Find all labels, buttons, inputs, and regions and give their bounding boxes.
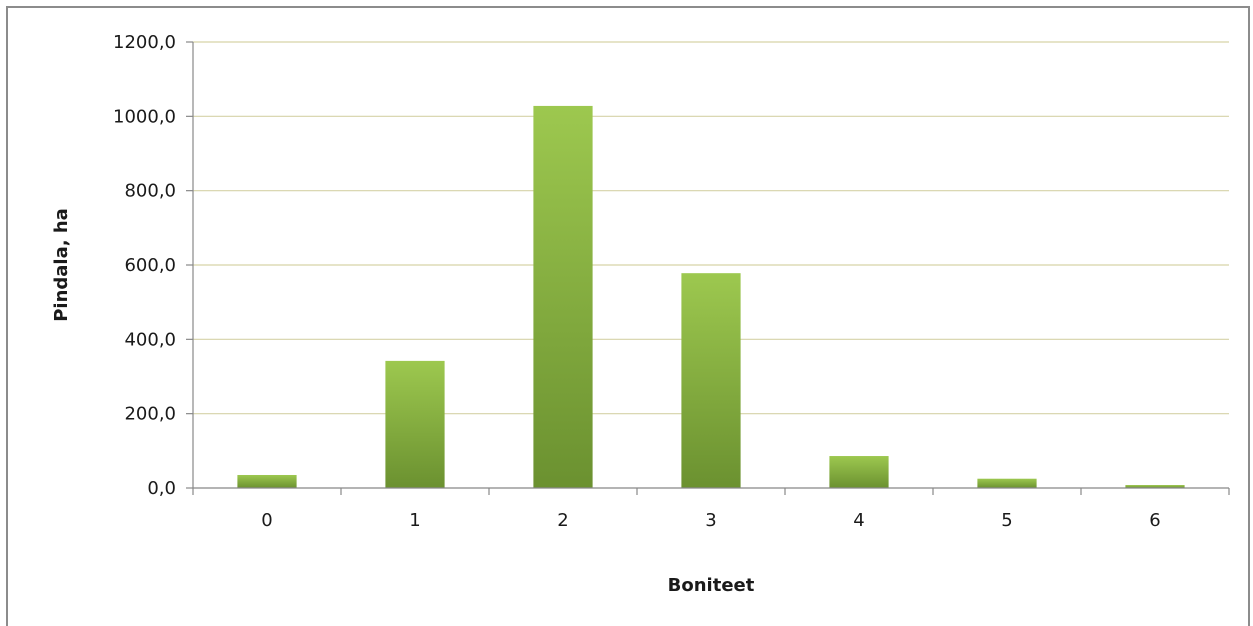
bar — [533, 105, 593, 488]
x-tick-label: 6 — [1149, 510, 1160, 531]
bar — [385, 360, 445, 488]
y-tick-label: 800,0 — [124, 181, 176, 202]
x-tick-label: 3 — [705, 510, 716, 531]
y-tick-label: 400,0 — [124, 329, 176, 350]
y-tick-label: 1200,0 — [113, 32, 176, 53]
bar — [1125, 485, 1185, 488]
x-tick-label: 5 — [1001, 510, 1012, 531]
y-tick-label: 0,0 — [147, 478, 176, 499]
tick-labels: 0,0 200,0 400,0 600,0 800,0 1000,0 1200,0 0 1 2 3 4… — [113, 32, 1161, 531]
y-tick-label: 200,0 — [124, 404, 176, 425]
y-tick-label: 600,0 — [124, 255, 176, 276]
bar — [977, 478, 1037, 488]
y-tick-label: 1000,0 — [113, 106, 176, 127]
bar — [681, 273, 741, 488]
chart-frame — [6, 6, 1250, 626]
axes — [186, 41, 1230, 495]
bars — [237, 105, 1185, 488]
x-tick-label: 2 — [557, 510, 568, 531]
bar — [829, 456, 889, 488]
x-axis-title: Boniteet — [668, 575, 755, 596]
x-tick-label: 0 — [261, 510, 272, 531]
x-tick-label: 1 — [409, 510, 420, 531]
bar — [237, 474, 297, 488]
x-tick-label: 4 — [853, 510, 864, 531]
y-axis-title: Pindala, ha — [51, 208, 72, 322]
